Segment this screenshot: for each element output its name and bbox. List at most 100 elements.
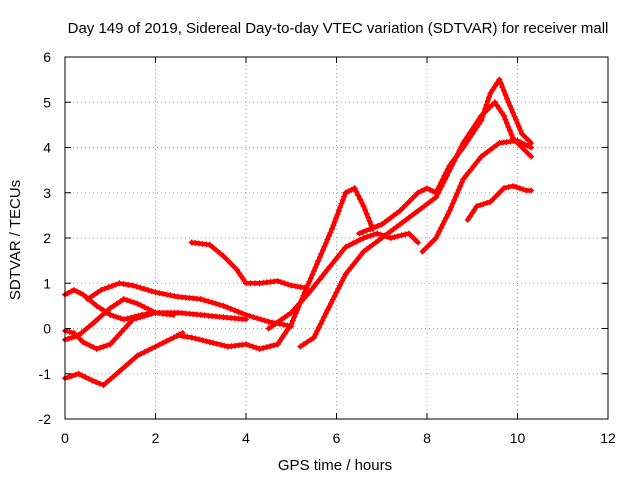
data-point	[260, 345, 267, 351]
data-point	[338, 278, 345, 285]
data-point	[464, 216, 471, 223]
data-point	[85, 375, 92, 382]
data-point	[346, 242, 353, 249]
data-point	[117, 298, 124, 305]
data-point	[319, 317, 326, 324]
data-point	[471, 206, 478, 213]
data-point	[342, 244, 349, 251]
data-point	[240, 276, 247, 283]
data-point	[281, 314, 288, 321]
data-point	[358, 199, 365, 206]
data-point	[328, 300, 335, 307]
data-point	[312, 331, 319, 338]
data-point	[366, 218, 373, 225]
x-tick-label: 4	[242, 430, 250, 446]
data-point	[454, 190, 461, 197]
data-point	[236, 270, 243, 277]
data-point	[125, 281, 132, 288]
data-point	[441, 172, 448, 179]
series-layer	[62, 76, 535, 389]
data-point	[345, 268, 352, 274]
data-point	[355, 255, 362, 261]
data-point	[508, 106, 515, 113]
data-point	[465, 169, 472, 176]
data-point	[360, 203, 367, 210]
data-point	[498, 187, 505, 194]
data-point	[203, 338, 210, 345]
data-point	[352, 258, 359, 265]
data-point	[95, 315, 102, 322]
data-point	[278, 316, 285, 323]
data-point	[326, 303, 333, 310]
data-point	[221, 342, 228, 349]
series-arc-H	[265, 230, 421, 332]
data-point	[133, 283, 140, 290]
data-point	[307, 336, 314, 343]
data-point	[103, 379, 110, 386]
data-point	[184, 333, 191, 340]
data-point	[217, 341, 224, 348]
data-point	[84, 296, 91, 303]
x-tick-label: 8	[423, 430, 431, 446]
data-point	[93, 345, 100, 352]
data-point	[298, 298, 305, 304]
data-point	[351, 185, 358, 192]
data-point	[505, 124, 512, 131]
data-point	[467, 134, 473, 141]
data-point	[517, 127, 524, 134]
data-point	[439, 221, 446, 228]
data-point	[494, 102, 501, 109]
data-point	[124, 315, 131, 322]
data-point	[393, 210, 400, 217]
data-point	[167, 336, 173, 343]
data-point	[327, 263, 333, 270]
data-point	[80, 291, 87, 298]
data-point	[80, 339, 87, 346]
data-point	[482, 105, 489, 112]
data-point	[316, 324, 322, 331]
data-point	[246, 313, 253, 320]
data-point	[246, 342, 253, 349]
data-point	[503, 120, 510, 127]
data-point	[419, 248, 426, 255]
data-point	[148, 307, 155, 314]
data-point	[310, 334, 317, 341]
data-point	[171, 293, 178, 300]
y-tick-label: 5	[43, 94, 51, 110]
y-axis-label: SDTVAR / TECUs	[7, 180, 24, 300]
data-point	[98, 313, 105, 320]
data-point	[502, 116, 509, 123]
data-point	[100, 382, 107, 389]
data-point	[308, 286, 315, 293]
data-point	[315, 257, 322, 264]
data-point	[321, 314, 328, 321]
data-point	[141, 349, 148, 355]
data-point	[353, 188, 360, 195]
data-point	[430, 237, 437, 244]
data-point	[197, 296, 204, 303]
data-point	[129, 282, 136, 289]
data-point	[453, 153, 460, 160]
data-point	[470, 163, 477, 170]
data-point	[510, 109, 516, 116]
data-point	[291, 313, 298, 320]
data-point	[448, 204, 455, 211]
data-point	[90, 344, 97, 351]
data-point	[331, 218, 338, 225]
data-point	[318, 250, 325, 257]
y-tick-label: 3	[43, 185, 51, 201]
data-point	[469, 210, 476, 217]
data-point	[511, 113, 518, 120]
data-point	[491, 99, 498, 106]
data-point	[471, 127, 478, 134]
data-point	[152, 289, 159, 296]
data-point	[210, 340, 217, 346]
data-point	[227, 305, 234, 312]
data-point	[363, 210, 370, 217]
data-point	[510, 183, 516, 189]
data-point	[286, 324, 292, 331]
x-tick-label: 0	[61, 430, 69, 446]
data-point	[362, 207, 369, 214]
data-point	[120, 296, 127, 303]
